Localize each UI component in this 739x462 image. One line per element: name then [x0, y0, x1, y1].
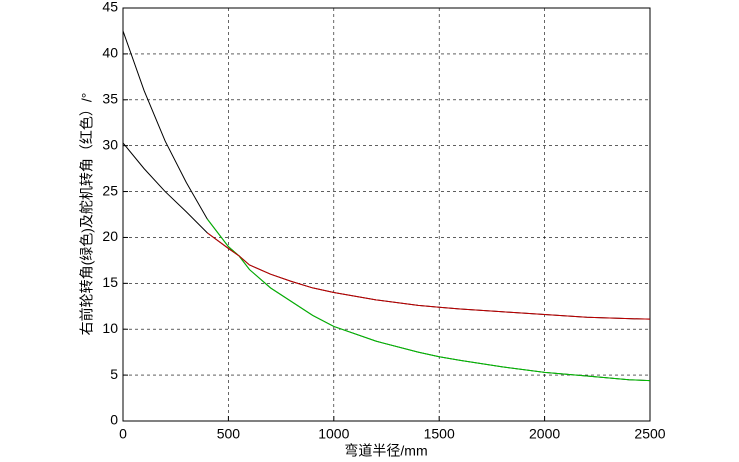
- line-series: [122, 142, 651, 320]
- y-tick-label: 45: [102, 0, 118, 15]
- y-tick-label: 20: [102, 228, 118, 244]
- line-series: [122, 30, 651, 382]
- y-tick-label: 15: [102, 274, 118, 290]
- x-tick-label: 1000: [318, 426, 349, 442]
- x-tick-label: 2000: [529, 426, 560, 442]
- y-tick-label: 35: [102, 90, 118, 106]
- x-tick-label: 500: [217, 426, 241, 442]
- x-tick-label: 2500: [634, 426, 665, 442]
- y-tick-label: 0: [110, 412, 118, 428]
- y-tick-label: 25: [102, 182, 118, 198]
- y-tick-label: 40: [102, 45, 118, 61]
- x-tick-label: 0: [119, 426, 127, 442]
- y-tick-label: 5: [110, 366, 118, 382]
- y-axis-label: 右前轮转角(绿色)及舵机转角（红色）/°: [79, 93, 95, 336]
- x-axis-label: 弯道半径/mm: [344, 443, 427, 459]
- y-tick-label: 10: [102, 320, 118, 336]
- line-series: [207, 232, 651, 320]
- line-series: [206, 218, 651, 382]
- y-tick-label: 30: [102, 136, 118, 152]
- plot-frame: [122, 7, 651, 422]
- x-tick-label: 1500: [424, 426, 455, 442]
